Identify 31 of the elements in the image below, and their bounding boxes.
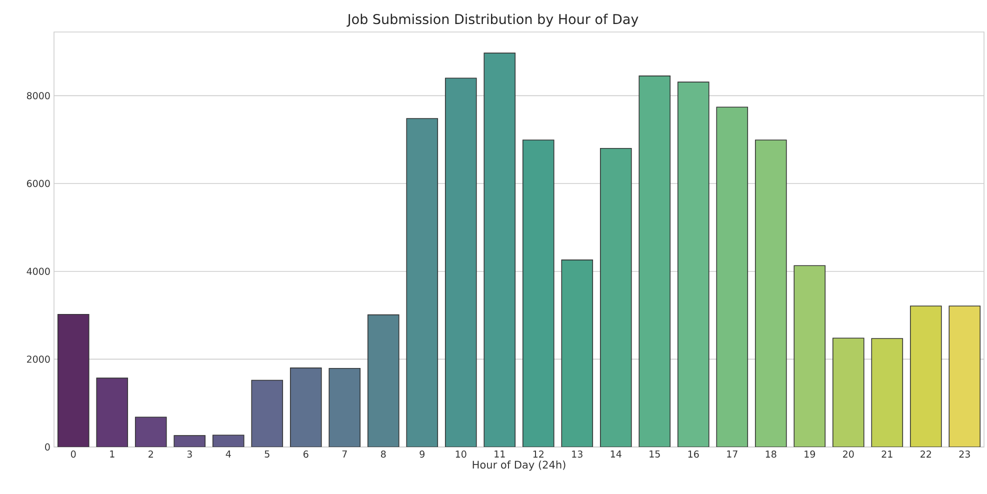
y-tick-label: 6000 (26, 180, 50, 188)
x-tick-label: 8 (381, 450, 386, 458)
x-tick-label: 12 (533, 450, 544, 458)
x-tick-label: 22 (920, 450, 931, 458)
chart-title: Job Submission Distribution by Hour of Day (346, 14, 638, 27)
x-tick-label: 0 (70, 450, 76, 458)
x-tick-label: 7 (342, 450, 347, 458)
x-tick-label: 19 (804, 450, 816, 458)
x-tick-label: 14 (610, 450, 622, 458)
x-tick-label: 3 (187, 450, 192, 458)
x-tick-label: 13 (572, 450, 582, 458)
y-tick-label: 4000 (26, 268, 50, 275)
x-tick-label: 18 (766, 450, 776, 458)
x-tick-label: 17 (727, 450, 738, 458)
x-tick-label: 2 (148, 450, 153, 458)
x-tick-label: 15 (650, 450, 660, 458)
x-tick-label: 11 (494, 450, 505, 458)
x-tick-label: 1 (110, 450, 114, 458)
x-tick-label: 5 (264, 450, 270, 458)
x-tick-label: 4 (226, 450, 231, 458)
x-tick-label: 23 (959, 450, 970, 458)
x-tick-label: 20 (843, 450, 854, 458)
x-tick-label: 10 (456, 450, 466, 458)
y-tick-label: 8000 (26, 92, 50, 100)
x-axis-title: Hour of Day (24h) (472, 460, 566, 471)
y-tick-label: 2000 (27, 356, 50, 363)
x-tick-label: 21 (882, 450, 892, 458)
x-tick-label: 9 (420, 450, 424, 458)
x-tick-label: 6 (304, 450, 308, 458)
y-tick-label: 0 (45, 443, 50, 451)
x-tick-label: 16 (688, 450, 699, 458)
